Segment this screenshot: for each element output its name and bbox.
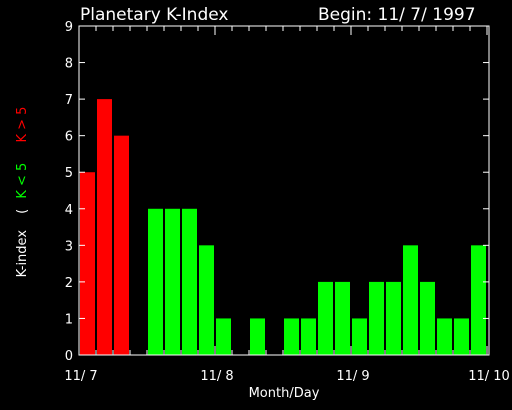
x-tick-label: 11/ 7 [64,369,97,384]
bar [403,245,418,355]
bar [454,318,469,355]
y-axis-label-low: K < 5 [15,163,30,199]
chart-title: Planetary K-Index [80,5,228,25]
x-tick-label: 11/ 8 [200,369,233,384]
bar [369,281,384,355]
bar [148,208,163,355]
x-axis-label: Month/Day [249,386,320,401]
x-tick-label: 11/ 10 [468,369,510,384]
y-tick-label: 5 [65,166,73,181]
bar [97,99,112,355]
y-tick-label: 7 [65,93,73,108]
x-tick-labels: 11/ 7 11/ 8 11/ 9 11/ 10 [64,369,509,384]
x-tick-label: 11/ 9 [336,369,369,384]
bar [335,281,350,355]
bar [284,318,299,355]
bar [386,281,401,355]
axes [78,25,490,356]
bar-series [80,99,486,355]
y-tick-label: 6 [65,130,73,145]
y-tick-label: 2 [65,276,73,291]
y-tick-labels: 0 1 2 3 4 5 6 7 8 9 [65,20,73,364]
bar [250,318,265,355]
begin-date-label: Begin: 11/ 7/ 1997 [318,5,476,25]
bar [301,318,316,355]
y-axis-label-paren: ( [15,209,30,214]
bar [80,172,95,355]
plot-frame [78,25,490,356]
y-tick-label: 3 [65,239,73,254]
bar [420,281,435,355]
bar [352,318,367,355]
y-tick-label: 0 [65,349,73,364]
bar [182,208,197,355]
bar [318,281,333,355]
y-tick-label: 9 [65,20,73,35]
y-tick-label: 4 [65,203,73,218]
y-axis-label: K-index ( K < 5 K > 5 [15,107,30,278]
y-axis-label-high: K > 5 [15,107,30,143]
bar [199,245,214,355]
y-tick-label: 8 [65,57,73,72]
y-axis-label-main: K-index [15,230,30,278]
bar [165,208,180,355]
y-tick-label: 1 [65,312,73,327]
bar [471,245,486,355]
bar [114,135,129,355]
bar [437,318,452,355]
bar [216,318,231,355]
